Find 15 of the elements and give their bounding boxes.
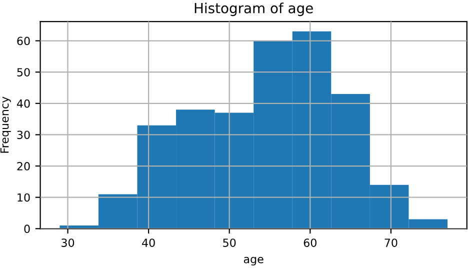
x-tick-label: 40: [142, 238, 155, 247]
y-tick-label: 20: [17, 162, 30, 170]
y-tick-label: 0: [24, 224, 30, 234]
y-tick-label: 30: [17, 130, 30, 140]
x-tick-label: 30: [62, 238, 74, 247]
x-tick-label: 70: [384, 238, 398, 247]
y-tick-label: 50: [17, 68, 30, 76]
x-axis-title: age: [244, 256, 264, 266]
y-tick-label: 40: [16, 99, 30, 108]
y-axis-title: Frequency: [0, 96, 11, 153]
y-tick-label: 10: [18, 193, 30, 202]
x-tick-label: 60: [304, 238, 316, 247]
chart-title: Histogram of age: [194, 2, 313, 16]
y-tick-label: 60: [17, 36, 30, 46]
x-tick-label: 50: [223, 238, 236, 247]
